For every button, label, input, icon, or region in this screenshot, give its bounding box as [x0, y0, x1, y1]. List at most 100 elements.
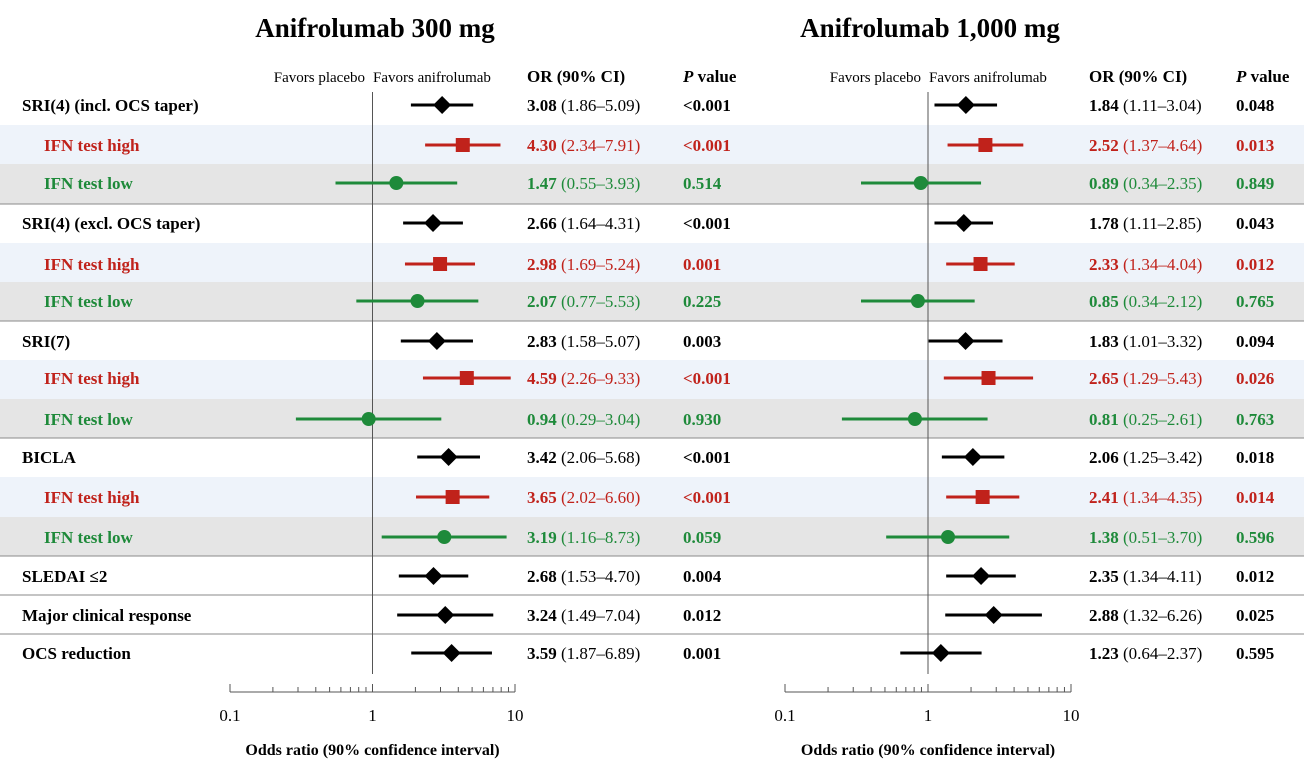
point-diamond-1-14 [931, 644, 950, 662]
ci-value: (1.86–5.09) [557, 96, 641, 115]
row-label-3: SRI(4) (excl. OCS taper) [22, 214, 200, 233]
point-square-1-10 [975, 490, 990, 504]
ci-value: (1.11–3.04) [1119, 96, 1202, 115]
or-value: 1.47 [527, 174, 557, 193]
or-value: 3.59 [527, 644, 557, 663]
ci-value: (1.34–4.11) [1119, 567, 1202, 586]
or-ci-value-0-3: 2.66 (1.64–4.31) [527, 214, 640, 233]
or-value: 1.23 [1089, 644, 1119, 663]
row-label-13: Major clinical response [22, 606, 192, 625]
point-circle-0-5 [410, 294, 425, 308]
or-ci-value-0-8: 0.94 (0.29–3.04) [527, 410, 640, 429]
p-value-1-1: 0.013 [1236, 136, 1274, 155]
point-circle-1-11 [941, 530, 956, 544]
or-ci-value-0-6: 2.83 (1.58–5.07) [527, 332, 640, 351]
or-value: 1.38 [1089, 528, 1119, 547]
point-circle-0-2 [389, 176, 404, 190]
or-ci-value-1-14: 1.23 (0.64–2.37) [1089, 644, 1202, 663]
point-square-0-4 [433, 257, 448, 271]
or-ci-value-1-12: 2.35 (1.34–4.11) [1089, 567, 1202, 586]
row-label-9: BICLA [22, 448, 77, 467]
or-value: 2.35 [1089, 567, 1119, 586]
or-value: 1.83 [1089, 332, 1119, 351]
or-ci-value-0-11: 3.19 (1.16–8.73) [527, 528, 640, 547]
point-square-1-1 [978, 138, 993, 152]
row-band-high-10 [0, 477, 1304, 517]
row-label-6: SRI(7) [22, 332, 70, 351]
or-ci-value-1-13: 2.88 (1.32–6.26) [1089, 606, 1202, 625]
or-value: 1.78 [1089, 214, 1119, 233]
or-value: 3.65 [527, 488, 557, 507]
ci-value: (0.55–3.93) [557, 174, 641, 193]
ci-value: (0.77–5.53) [557, 292, 641, 311]
row-band-low-5 [0, 282, 1304, 321]
ci-value: (1.34–4.04) [1119, 255, 1203, 274]
ci-value: (1.64–4.31) [557, 214, 641, 233]
point-square-0-1 [455, 138, 470, 152]
row-label-1: IFN test high [44, 136, 140, 155]
ci-value: (1.25–3.42) [1119, 448, 1203, 467]
p-rest-1000mg: value [1246, 67, 1289, 86]
or-ci-value-1-10: 2.41 (1.34–4.35) [1089, 488, 1202, 507]
or-ci-value-0-10: 3.65 (2.02–6.60) [527, 488, 640, 507]
p-value-1-0: 0.048 [1236, 96, 1274, 115]
or-value: 2.66 [527, 214, 557, 233]
or-ci-value-0-13: 3.24 (1.49–7.04) [527, 606, 640, 625]
row-band-high-7 [0, 360, 1304, 399]
panel-1000mg: 0.1 1 10 Odds ratio (90% confidence interva… [774, 92, 1275, 759]
p-value-1-10: 0.014 [1236, 488, 1275, 507]
or-ci-value-1-2: 0.89 (0.34–2.35) [1089, 174, 1202, 193]
or-ci-header-1000mg: OR (90% CI) [1089, 67, 1187, 86]
row-label-0: SRI(4) (incl. OCS taper) [22, 96, 199, 115]
point-square-1-7 [981, 371, 996, 385]
or-ci-header-300mg: OR (90% CI) [527, 67, 625, 86]
point-circle-0-8 [361, 412, 376, 426]
ci-value: (2.02–6.60) [557, 488, 641, 507]
p-value-1-3: 0.043 [1236, 214, 1274, 233]
row-label-7: IFN test high [44, 369, 140, 388]
ci-value: (0.25–2.61) [1119, 410, 1203, 429]
ci-value: (2.34–7.91) [557, 136, 641, 155]
or-value: 3.08 [527, 96, 557, 115]
p-value-0-9: <0.001 [683, 448, 731, 467]
point-diamond-1-0 [956, 96, 975, 114]
point-diamond-0-6 [427, 332, 446, 350]
row-label-11: IFN test low [44, 528, 133, 547]
point-diamond-1-6 [956, 332, 975, 350]
point-square-0-7 [459, 371, 474, 385]
or-ci-value-0-12: 2.68 (1.53–4.70) [527, 567, 640, 586]
row-label-12: SLEDAI ≤2 [22, 567, 107, 586]
or-value: 0.89 [1089, 174, 1119, 193]
or-ci-value-1-0: 1.84 (1.11–3.04) [1089, 96, 1202, 115]
or-ci-value-0-9: 3.42 (2.06–5.68) [527, 448, 640, 467]
or-ci-value-1-5: 0.85 (0.34–2.12) [1089, 292, 1202, 311]
row-bands [0, 125, 1304, 556]
panel-title-1000mg: Anifrolumab 1,000 mg [800, 13, 1060, 43]
p-value-0-6: 0.003 [683, 332, 721, 351]
point-diamond-1-3 [954, 214, 973, 232]
or-value: 2.33 [1089, 255, 1119, 274]
x-tick-label-1-1: 1 [924, 706, 933, 725]
or-value: 3.42 [527, 448, 557, 467]
p-value-1-9: 0.018 [1236, 448, 1274, 467]
p-value-1-11: 0.596 [1236, 528, 1274, 547]
p-value-0-14: 0.001 [683, 644, 721, 663]
or-value: 1.84 [1089, 96, 1119, 115]
or-value: 0.94 [527, 410, 557, 429]
p-value-0-8: 0.930 [683, 410, 721, 429]
x-tick-label-1-2: 10 [1063, 706, 1080, 725]
or-ci-value-1-6: 1.83 (1.01–3.32) [1089, 332, 1202, 351]
p-rest-300mg: value [693, 67, 736, 86]
point-diamond-0-12 [424, 567, 443, 585]
or-ci-value-0-5: 2.07 (0.77–5.53) [527, 292, 640, 311]
group-separators [0, 203, 1304, 635]
or-value: 2.98 [527, 255, 557, 274]
p-value-1-4: 0.012 [1236, 255, 1274, 274]
favors-anifrolumab-label-300mg: Favors anifrolumab [373, 70, 491, 86]
ci-value: (1.01–3.32) [1119, 332, 1203, 351]
p-italic-300mg: P [682, 67, 694, 86]
point-circle-1-2 [913, 176, 928, 190]
or-value: 3.19 [527, 528, 557, 547]
or-ci-value-1-3: 1.78 (1.11–2.85) [1089, 214, 1202, 233]
ci-value: (0.34–2.12) [1119, 292, 1203, 311]
